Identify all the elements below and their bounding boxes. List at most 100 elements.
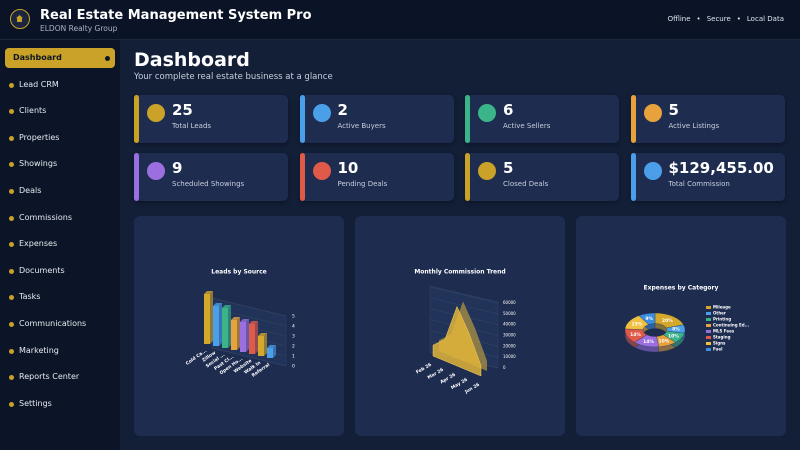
stat-value: 25 [172,101,193,119]
nav-item[interactable]: Documents [5,261,115,281]
stat-label: Total Commission [668,180,730,188]
card-icon [312,162,331,180]
card-accent [465,95,470,143]
card-icon [312,104,331,122]
card-accent [465,153,470,201]
nav-item[interactable]: Commissions [5,208,115,228]
bar [204,294,210,344]
bar [231,320,237,350]
grid-line [211,297,287,317]
nav-item[interactable]: Lead CRM [5,75,115,95]
slice-label: 20% [662,318,673,324]
card-icon [147,104,165,122]
nav-item[interactable]: Expenses [5,234,115,254]
legend-label: Staging [713,335,731,340]
status-item: Offline [667,15,691,23]
legend-swatch [706,318,711,321]
chart-panel: Expenses by Category 20% 8% 10% 10% 14% 14% 15%… [576,216,786,436]
legend-label: Signs [713,341,726,346]
card-accent [134,153,139,201]
bar-top [213,303,222,306]
x-tick-label: Feb 26 [415,362,433,376]
bar-top [222,305,231,308]
nav-item[interactable]: Settings [5,394,115,414]
nav-item[interactable]: Reports Center [5,367,115,387]
stat-value: 6 [503,101,514,119]
card-icon [643,162,662,180]
bar-side [273,345,276,358]
stat-card: 6 Active Sellers [465,95,619,143]
stat-label: Pending Deals [337,180,388,188]
page-title: Dashboard [134,49,250,71]
y-tick-label: 2 [292,344,295,350]
legend-label: Printing [713,317,731,322]
nav-item[interactable]: Showings [5,154,115,174]
chart-panel: Monthly Commission Trend 0 10000 20000 30000… [355,216,565,436]
bar-side [237,317,240,350]
grid-line [211,347,287,367]
legend-swatch [706,312,711,315]
bar [267,348,273,358]
stat-card: 2 Active Buyers [299,95,454,143]
stat-value: $129,455.00 [668,159,774,177]
nav-item[interactable]: Properties [5,128,115,148]
y-tick-label: 5 [292,314,295,320]
bar-side [219,303,222,346]
legend-swatch [706,324,711,327]
stat-label: Active Listings [668,122,720,130]
slice-label: 10% [659,338,670,344]
legend-label: Continuing Ed... [713,323,750,328]
status-item: Local Data [731,15,784,23]
bar-top [204,291,213,294]
bar [240,322,246,352]
slice [638,312,656,325]
y-tick-label: 50000 [503,311,516,316]
stat-value: 9 [172,159,183,177]
bar-top [249,321,258,324]
card-accent [299,153,305,201]
status-item: Secure [691,15,731,23]
card-icon [147,162,165,180]
stat-value: 5 [503,159,514,177]
nav-item[interactable]: Clients [5,101,115,121]
nav-item[interactable]: Tasks [5,287,115,307]
stat-card: 25 Total Leads [134,95,288,143]
bar-top [231,317,240,320]
bar [213,306,219,346]
slice-label: 14% [630,332,641,338]
legend-swatch [706,336,711,339]
stat-label: Active Sellers [503,122,551,130]
nav-item[interactable]: Deals [5,181,115,201]
stat-card: $129,455.00 Total Commission [630,153,785,201]
slice-label: 15% [632,321,643,327]
y-tick-label: 10000 [503,354,516,359]
legend-swatch [706,306,711,309]
y-tick-label: 1 [292,354,295,360]
nav-item[interactable]: Communications [5,314,115,334]
legend-swatch [706,342,711,345]
chart-title: Expenses by Category [644,285,719,292]
chart-title: Leads by Source [211,269,267,276]
bar [222,308,228,348]
x-tick-label: Apr 26 [439,372,457,386]
area [432,305,482,377]
bar-side [228,305,231,348]
card-accent [630,95,636,143]
nav-item[interactable]: Marketing [5,341,115,361]
slice-label: 10% [668,333,679,339]
stat-label: Closed Deals [503,180,549,188]
x-tick-label: Jun 26 [463,382,481,396]
card-icon [478,162,496,180]
nav-item[interactable]: Dashboard [5,48,115,68]
sidebar: Dashboard Lead CRM Clients Properties Showin… [0,40,120,450]
bar-side [264,333,267,356]
y-tick-label: 30000 [503,333,516,338]
slice-label: 14% [643,339,654,345]
chart: Monthly Commission Trend 0 10000 20000 30000… [414,269,516,396]
page-subtitle: Your complete real estate business at a … [134,72,333,82]
y-tick-label: 60000 [503,300,516,305]
legend-swatch [706,330,711,333]
legend-label: MLS Fees [713,329,735,334]
